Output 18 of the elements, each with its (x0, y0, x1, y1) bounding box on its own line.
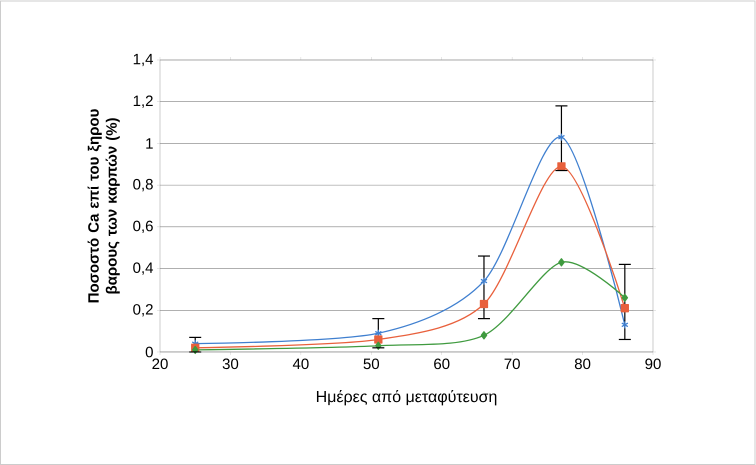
y-axis-title: Ποσοστό Ca επί του ξηρου βαρους των καρπών (%) (88, 109, 120, 302)
y-tick-label: 1 (146, 138, 153, 149)
y-tick-label: 1,2 (134, 96, 153, 108)
x-tick-label: 70 (504, 358, 520, 370)
x-tick-label: 50 (364, 358, 380, 370)
y-tick-label: 0,4 (133, 262, 154, 275)
x-axis-title: Ημέρες από μεταφύτευση (316, 390, 496, 406)
y-tick-label: 0,2 (133, 304, 153, 316)
y-tick-label: 0 (146, 346, 153, 358)
y-tick-label: 0,8 (133, 178, 153, 192)
x-tick-label: 60 (434, 358, 450, 370)
x-tick-label: 40 (292, 358, 309, 370)
x-tick-label: 90 (645, 358, 661, 370)
x-tick-label: 80 (574, 358, 590, 370)
x-tick-label: 20 (152, 358, 168, 370)
y-tick-label: 1,4 (134, 54, 154, 66)
y-tick-label: 0,6 (133, 220, 153, 234)
x-tick-label: 30 (222, 358, 238, 370)
